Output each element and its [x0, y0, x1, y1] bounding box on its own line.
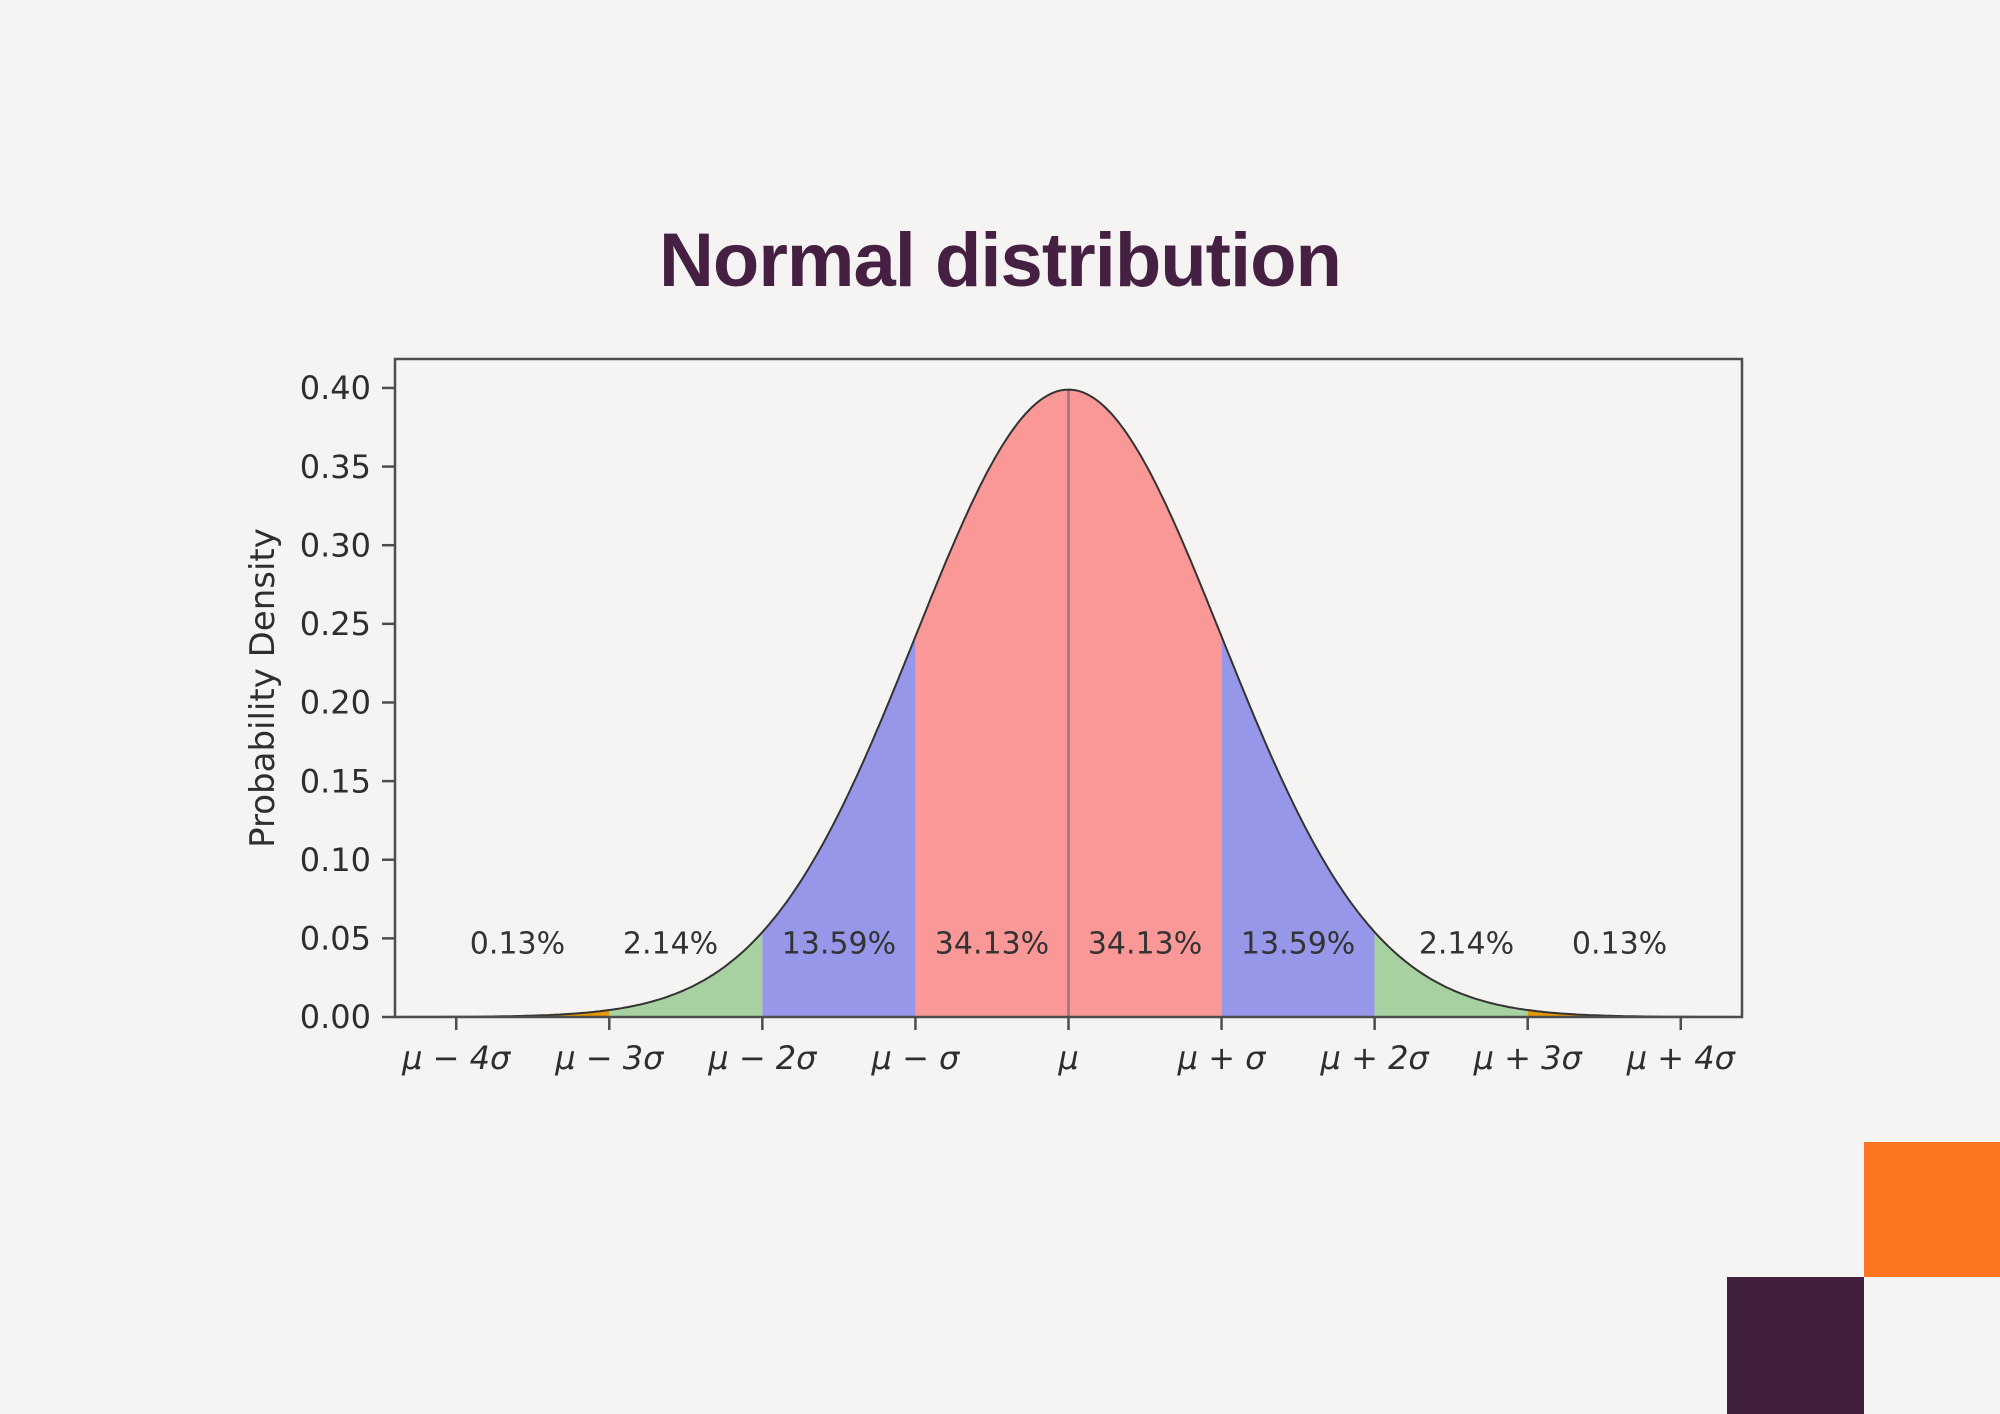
- x-tick-label: μ + 4σ: [1626, 1039, 1737, 1077]
- density-band-minus-1sigma-to-mean: [915, 389, 1069, 1018]
- pdf-curve: [395, 388, 1742, 1018]
- y-axis-label: Probability Density: [243, 528, 283, 848]
- x-tick-label: μ − 4σ: [401, 1039, 512, 1077]
- percent-label: 0.13%: [1572, 927, 1667, 962]
- decorative-purple-square: [1727, 1277, 1864, 1414]
- x-tick-label: μ: [1057, 1039, 1078, 1077]
- y-tick-label: 0.05: [300, 920, 371, 958]
- density-band-plus-2sigma-to-plus-3sigma: [1374, 932, 1528, 1017]
- y-tick-label: 0.35: [300, 448, 371, 486]
- x-tick-label: μ − σ: [871, 1039, 962, 1077]
- percent-label: 0.13%: [470, 927, 565, 962]
- percent-label: 34.13%: [1088, 927, 1202, 962]
- y-tick-label: 0.30: [300, 526, 371, 564]
- percent-label: 2.14%: [623, 927, 718, 962]
- density-band-minus-3sigma-to-minus-2sigma: [609, 932, 763, 1017]
- density-band-minus-4sigma-to-minus-3sigma: [456, 1010, 610, 1017]
- y-tick-label: 0.15: [300, 762, 371, 800]
- page-title: Normal distribution: [659, 217, 1342, 303]
- x-tick-label: μ + 3σ: [1473, 1039, 1584, 1077]
- decorative-orange-square: [1864, 1142, 2000, 1277]
- x-tick-label: μ − 2σ: [707, 1039, 818, 1077]
- x-tick-label: μ − 3σ: [554, 1039, 665, 1077]
- x-tick-label: μ + 2σ: [1320, 1039, 1431, 1077]
- y-tick-label: 0.20: [300, 684, 371, 722]
- percent-label: 13.59%: [782, 927, 896, 962]
- density-band-plus-3sigma-to-plus-4sigma: [1527, 1010, 1681, 1017]
- percent-label: 13.59%: [1241, 927, 1355, 962]
- percent-label: 34.13%: [935, 927, 1049, 962]
- x-tick-label: μ + σ: [1177, 1039, 1268, 1077]
- y-tick-label: 0.40: [300, 369, 371, 407]
- y-tick-label: 0.00: [300, 998, 371, 1036]
- y-tick-label: 0.25: [300, 605, 371, 643]
- y-tick-label: 0.10: [300, 841, 371, 879]
- percent-label: 2.14%: [1419, 927, 1514, 962]
- density-band-mean-to-plus-1sigma: [1068, 389, 1222, 1018]
